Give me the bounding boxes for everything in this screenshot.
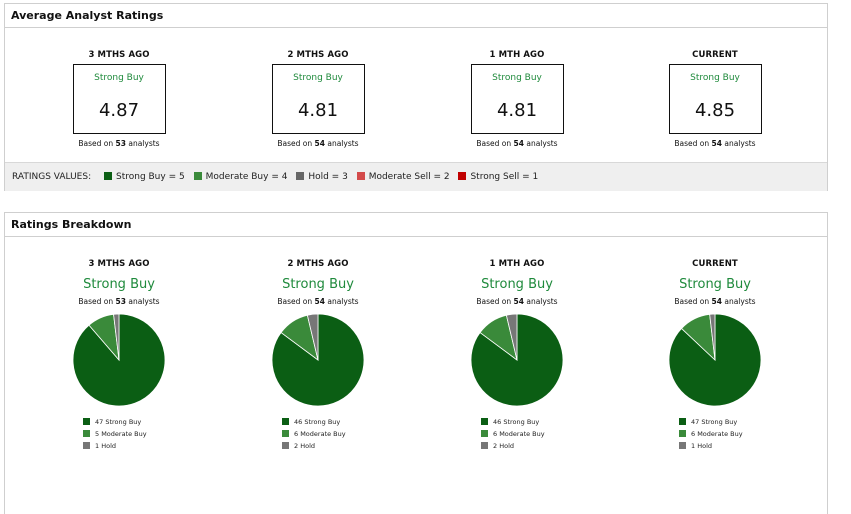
column-label: 2 MTHS AGO xyxy=(287,50,349,60)
avg-rating-value: 4.81 xyxy=(496,100,538,121)
avg-rating-box: Strong Buy 4.81 xyxy=(470,64,564,134)
ratings-value-hold: Hold = 3 xyxy=(296,172,348,182)
avg-rating-value: 4.81 xyxy=(297,100,339,121)
column-label: 1 MTH AGO xyxy=(489,50,545,60)
ratings-pie-chart xyxy=(470,313,564,407)
legend-item-strong-buy: 47 Strong Buy xyxy=(83,416,155,428)
pie-legend: 47 Strong Buy 6 Moderate Buy 1 Hold xyxy=(679,416,751,452)
pie-slice-hold xyxy=(113,313,120,361)
ratings-pie-chart xyxy=(72,313,166,407)
column-label: CURRENT xyxy=(692,259,738,269)
legend-item-strong-buy: 47 Strong Buy xyxy=(679,416,751,428)
legend-item-hold: 2 Hold xyxy=(282,440,354,452)
swatch-icon xyxy=(103,172,112,180)
swatch-icon xyxy=(679,430,686,437)
avg-rating-value: 4.85 xyxy=(694,100,736,121)
ratings-value-strong-buy: Strong Buy = 5 xyxy=(103,172,185,182)
based-on-text: Based on 54 analysts xyxy=(476,139,558,148)
swatch-icon xyxy=(282,418,289,425)
ratings-value-moderate-buy: Moderate Buy = 4 xyxy=(193,172,287,182)
breakdown-rating-text: Strong Buy xyxy=(282,277,354,292)
average-ratings-panel: Average Analyst Ratings 3 MTHS AGO Stron… xyxy=(4,3,828,191)
avg-rating-text: Strong Buy xyxy=(492,73,542,83)
swatch-icon xyxy=(83,442,90,449)
pie-legend: 47 Strong Buy 5 Moderate Buy 1 Hold xyxy=(83,416,155,452)
based-on-text: Based on 54 analysts xyxy=(277,139,359,148)
breakdown-column-3-mths: 3 MTHS AGO Strong Buy Based on 53 analys… xyxy=(39,259,199,452)
breakdown-column-1-mth: 1 MTH AGO Strong Buy Based on 54 analyst… xyxy=(437,259,597,452)
ratings-value-moderate-sell: Moderate Sell = 2 xyxy=(356,172,450,182)
ratings-breakdown-panel: Ratings Breakdown 3 MTHS AGO Strong Buy … xyxy=(4,212,828,514)
based-on-text: Based on 53 analysts xyxy=(78,297,160,306)
ratings-pie-chart xyxy=(668,313,762,407)
breakdown-rating-text: Strong Buy xyxy=(679,277,751,292)
swatch-icon xyxy=(296,172,305,180)
avg-column-2-mths: 2 MTHS AGO Strong Buy 4.81 Based on 54 a… xyxy=(238,50,398,148)
column-label: 1 MTH AGO xyxy=(489,259,545,269)
based-on-text: Based on 53 analysts xyxy=(78,139,160,148)
ratings-values-title: RATINGS VALUES: xyxy=(12,172,92,182)
swatch-icon xyxy=(83,430,90,437)
legend-item-hold: 1 Hold xyxy=(679,440,751,452)
ratings-pie-chart xyxy=(271,313,365,407)
column-label: 2 MTHS AGO xyxy=(287,259,349,269)
avg-column-current: CURRENT Strong Buy 4.85 Based on 54 anal… xyxy=(635,50,795,148)
based-on-text: Based on 54 analysts xyxy=(674,139,756,148)
based-on-text: Based on 54 analysts xyxy=(476,297,558,306)
avg-column-3-mths: 3 MTHS AGO Strong Buy 4.87 Based on 53 a… xyxy=(39,50,199,148)
swatch-icon xyxy=(481,418,488,425)
pie-slice-hold xyxy=(505,313,518,361)
ratings-breakdown-title: Ratings Breakdown xyxy=(5,213,827,237)
swatch-icon xyxy=(83,418,90,425)
swatch-icon xyxy=(458,172,467,180)
ratings-values-bar: RATINGS VALUES: Strong Buy = 5 Moderate … xyxy=(5,162,827,191)
pie-slice-hold xyxy=(306,313,319,361)
avg-rating-box: Strong Buy 4.87 xyxy=(72,64,166,134)
swatch-icon xyxy=(481,442,488,449)
legend-item-hold: 2 Hold xyxy=(481,440,553,452)
ratings-value-strong-sell: Strong Sell = 1 xyxy=(458,172,538,182)
breakdown-rating-text: Strong Buy xyxy=(83,277,155,292)
legend-item-moderate-buy: 6 Moderate Buy xyxy=(481,428,553,440)
pie-legend: 46 Strong Buy 6 Moderate Buy 2 Hold xyxy=(481,416,553,452)
legend-item-strong-buy: 46 Strong Buy xyxy=(481,416,553,428)
avg-rating-value: 4.87 xyxy=(98,100,140,121)
swatch-icon xyxy=(282,430,289,437)
avg-column-1-mth: 1 MTH AGO Strong Buy 4.81 Based on 54 an… xyxy=(437,50,597,148)
average-ratings-title: Average Analyst Ratings xyxy=(5,4,827,28)
avg-rating-box: Strong Buy 4.85 xyxy=(668,64,762,134)
based-on-text: Based on 54 analysts xyxy=(674,297,756,306)
column-label: 3 MTHS AGO xyxy=(88,259,150,269)
avg-rating-text: Strong Buy xyxy=(94,73,144,83)
pie-slice-hold xyxy=(709,313,716,361)
breakdown-column-2-mths: 2 MTHS AGO Strong Buy Based on 54 analys… xyxy=(238,259,398,452)
column-label: 3 MTHS AGO xyxy=(88,50,150,60)
legend-item-moderate-buy: 6 Moderate Buy xyxy=(679,428,751,440)
legend-item-hold: 1 Hold xyxy=(83,440,155,452)
swatch-icon xyxy=(679,418,686,425)
legend-item-moderate-buy: 5 Moderate Buy xyxy=(83,428,155,440)
swatch-icon xyxy=(193,172,202,180)
breakdown-column-current: CURRENT Strong Buy Based on 54 analysts … xyxy=(635,259,795,452)
swatch-icon xyxy=(356,172,365,180)
swatch-icon xyxy=(679,442,686,449)
column-label: CURRENT xyxy=(692,50,738,60)
legend-item-strong-buy: 46 Strong Buy xyxy=(282,416,354,428)
avg-rating-box: Strong Buy 4.81 xyxy=(271,64,365,134)
legend-item-moderate-buy: 6 Moderate Buy xyxy=(282,428,354,440)
avg-rating-text: Strong Buy xyxy=(690,73,740,83)
pie-legend: 46 Strong Buy 6 Moderate Buy 2 Hold xyxy=(282,416,354,452)
breakdown-rating-text: Strong Buy xyxy=(481,277,553,292)
swatch-icon xyxy=(481,430,488,437)
avg-rating-text: Strong Buy xyxy=(293,73,343,83)
swatch-icon xyxy=(282,442,289,449)
based-on-text: Based on 54 analysts xyxy=(277,297,359,306)
